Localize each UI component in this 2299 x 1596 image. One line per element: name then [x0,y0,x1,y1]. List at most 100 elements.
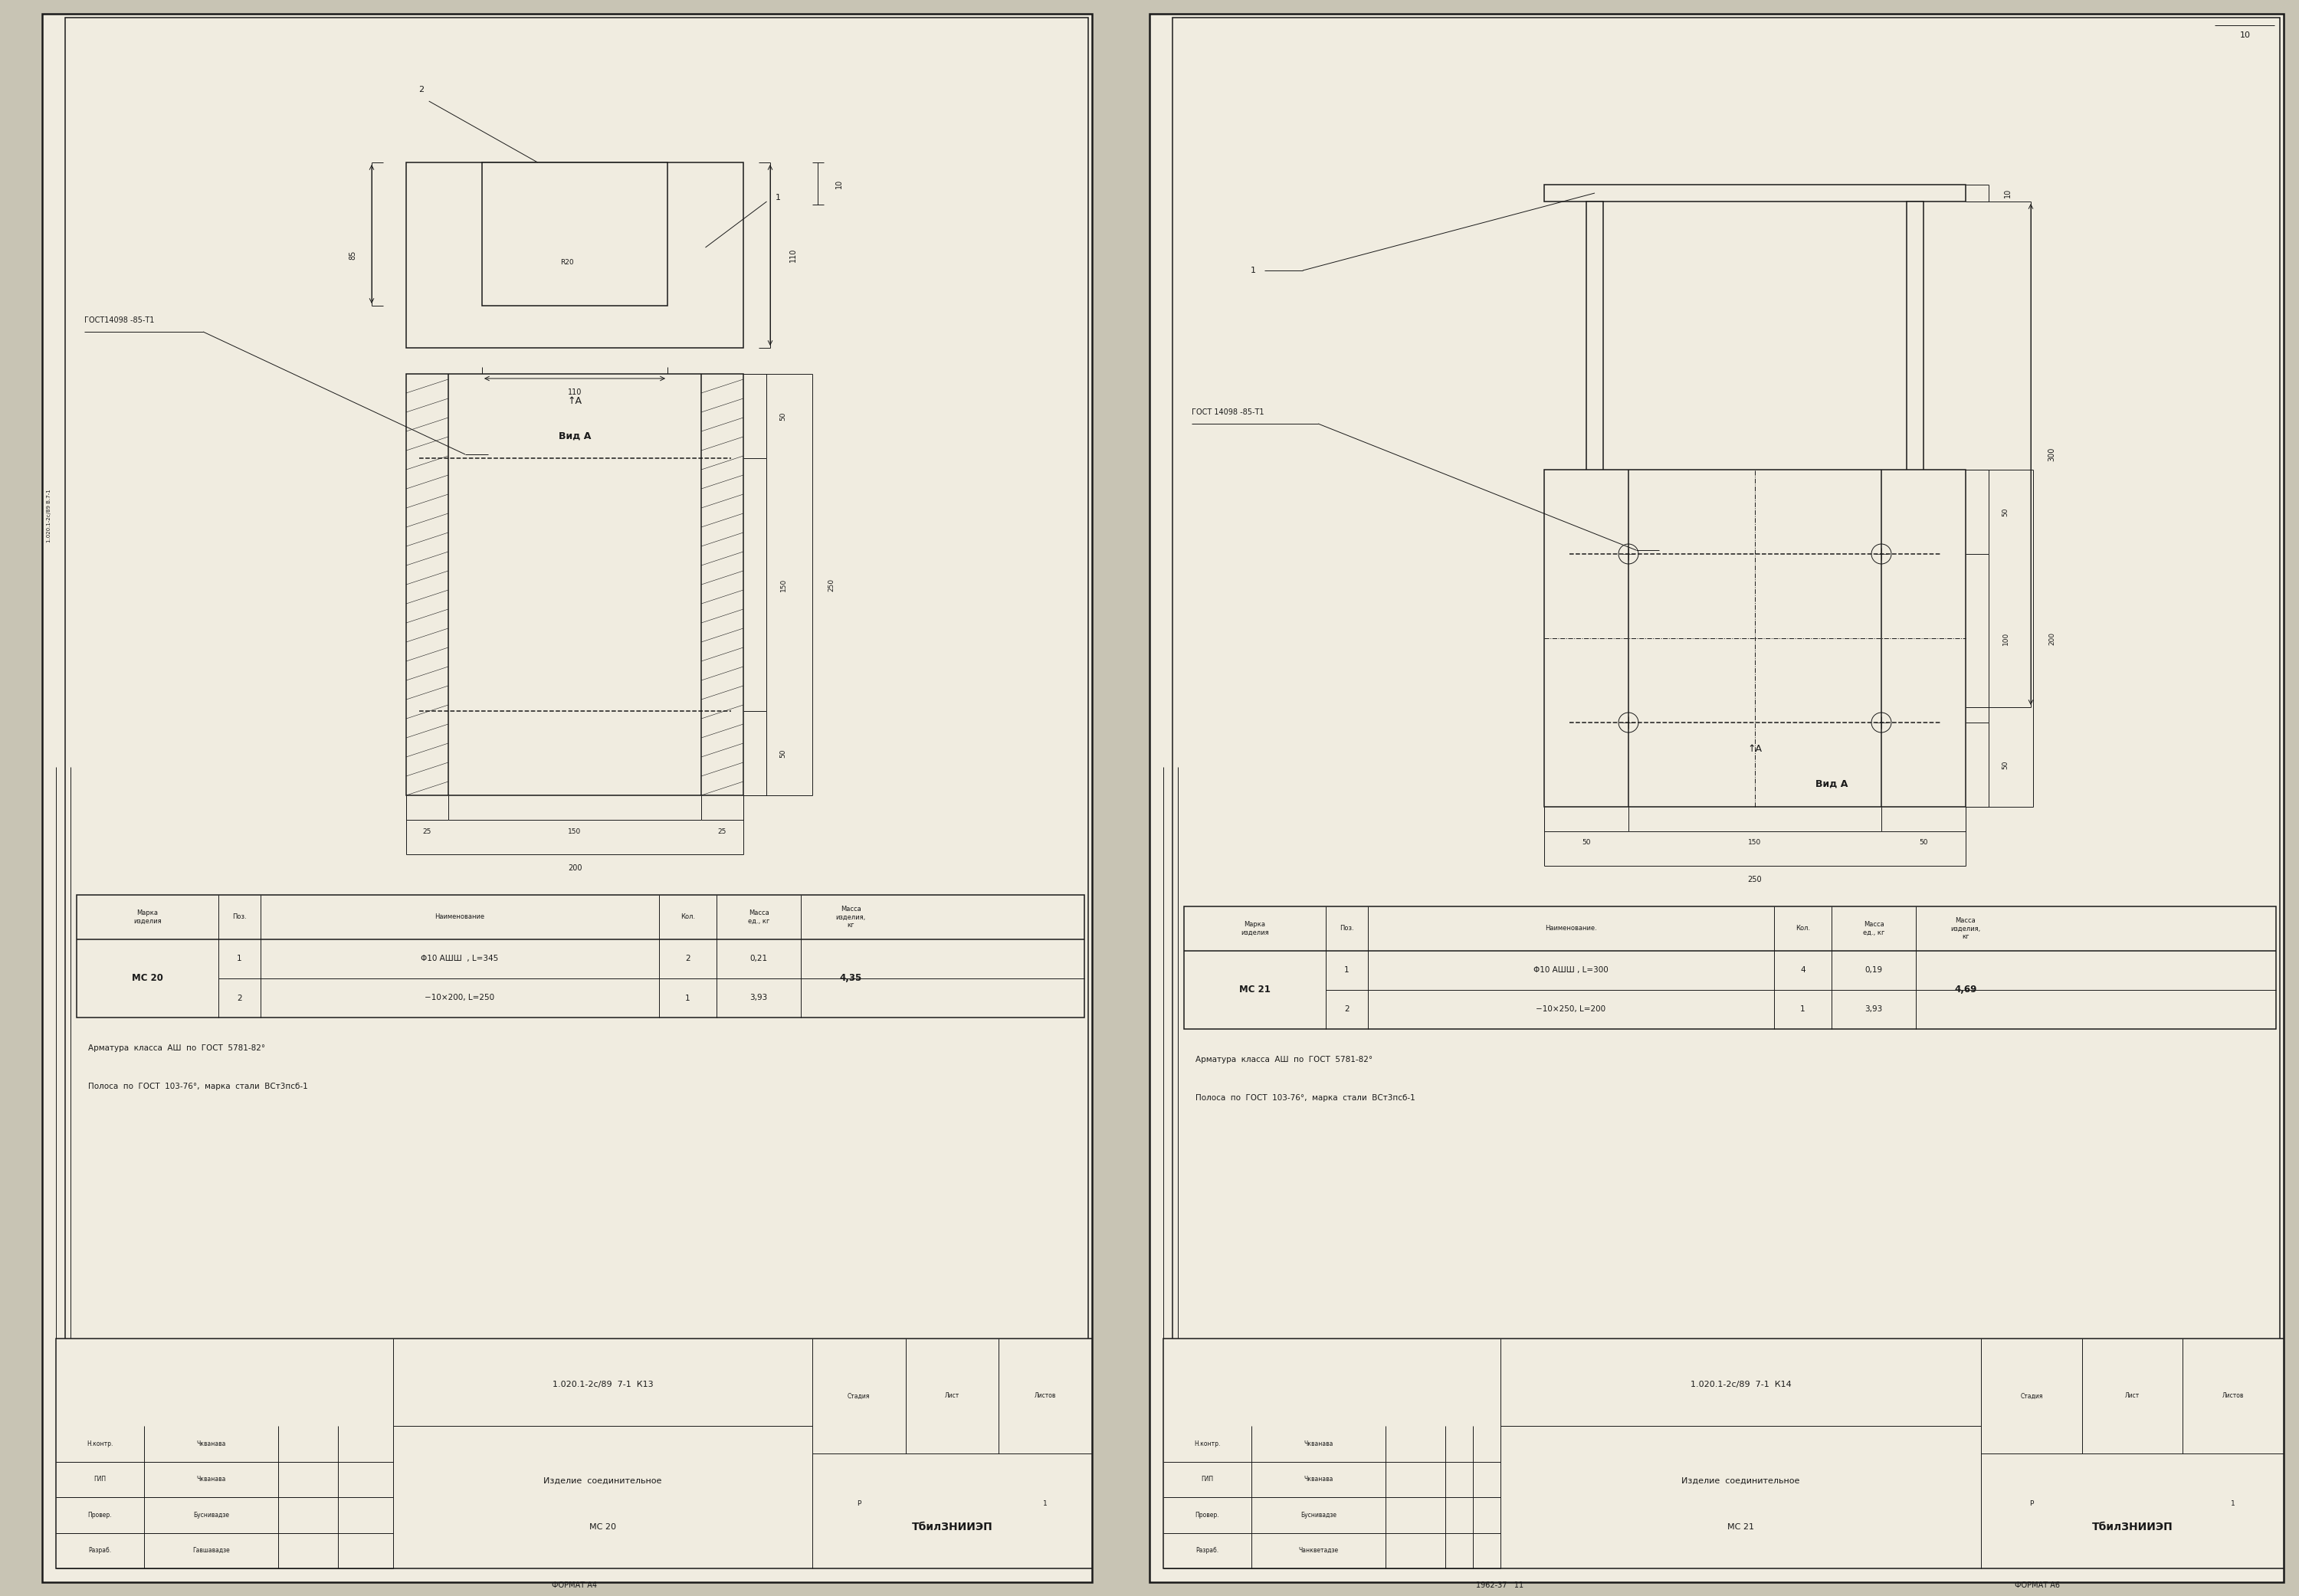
Text: 4,35: 4,35 [839,974,862,983]
Text: Масса
изделия,
кг: Масса изделия, кг [1950,918,1982,940]
Text: 1: 1 [775,193,782,201]
Text: Провер.: Провер. [1195,1511,1218,1518]
Text: Наименование.: Наименование. [1545,926,1598,932]
Text: 0,19: 0,19 [1864,967,1883,974]
Text: Листов: Листов [1035,1393,1055,1400]
Text: Р: Р [858,1500,860,1508]
Text: 3,93: 3,93 [749,994,768,1002]
Text: 1: 1 [685,994,690,1002]
Text: 4,69: 4,69 [1954,985,1977,994]
Text: Разраб.: Разраб. [87,1547,113,1555]
Text: Стадия: Стадия [848,1393,869,1400]
Text: ↑A: ↑A [1747,744,1761,755]
Text: −10×250, L=200: −10×250, L=200 [1536,1005,1607,1013]
Text: МС 21: МС 21 [1239,985,1271,994]
Text: 4: 4 [1800,967,1805,974]
Text: Чанкветадзе: Чанкветадзе [1299,1547,1338,1555]
Text: ГИП: ГИП [1200,1476,1214,1483]
Text: Листов: Листов [2223,1393,2244,1400]
Text: 110: 110 [568,388,582,396]
Text: 2: 2 [685,954,690,962]
Text: ГОСТ 14098 -85-Т1: ГОСТ 14098 -85-Т1 [1191,409,1264,417]
Text: Марка
изделия: Марка изделия [1241,921,1269,937]
Text: Лист: Лист [2124,1393,2140,1400]
Text: Кол.: Кол. [681,913,694,921]
Text: R20: R20 [561,260,575,267]
Text: Марка
изделия: Марка изделия [133,910,161,924]
Bar [1163,1339,2283,1569]
Text: 1: 1 [1251,267,1255,275]
Text: Разраб.: Разраб. [1195,1547,1218,1555]
Text: 50: 50 [779,412,786,420]
Text: Масса
ед., кг: Масса ед., кг [1862,921,1885,937]
Bar [41,14,1092,1582]
Text: Чкванава: Чкванава [1304,1476,1333,1483]
Text: Арматура  класса  АШ  по  ГОСТ  5781-82°: Арматура класса АШ по ГОСТ 5781-82° [1195,1057,1373,1063]
Text: Поз.: Поз. [1340,926,1354,932]
Text: 150: 150 [1747,839,1761,846]
Text: ТбилЗНИИЭП: ТбилЗНИИЭП [913,1521,993,1532]
Text: 50: 50 [2002,760,2009,769]
Bar [76,895,1085,1018]
Text: Полоса  по  ГОСТ  103-76°,  марка  стали  ВСт3псб-1: Полоса по ГОСТ 103-76°, марка стали ВСт3… [87,1082,308,1090]
Text: 1.020.1-2с/89  7-1  К14: 1.020.1-2с/89 7-1 К14 [1690,1381,1791,1389]
Text: ФОРМАТ А4: ФОРМАТ А4 [552,1582,598,1590]
Text: Р: Р [2030,1500,2035,1508]
Text: 1: 1 [1800,1005,1805,1013]
Text: Арматура  класса  АШ  по  ГОСТ  5781-82°: Арматура класса АШ по ГОСТ 5781-82° [87,1044,264,1052]
Text: 10: 10 [2239,32,2251,38]
Text: Вид А: Вид А [1816,779,1848,788]
Text: 25: 25 [717,828,726,835]
Text: ГИП: ГИП [94,1476,106,1483]
Text: 85: 85 [349,251,356,260]
Text: ↑A: ↑A [568,396,582,407]
Text: 250: 250 [828,578,835,591]
Text: Чкванава: Чкванава [1304,1440,1333,1448]
Bar [483,163,667,306]
Text: 1: 1 [2230,1500,2235,1508]
Text: 50: 50 [1920,839,1929,846]
Text: 2: 2 [1345,1005,1350,1013]
Text: Гавшавадзе: Гавшавадзе [193,1547,230,1555]
Text: МС 21: МС 21 [1727,1523,1754,1531]
Bar [55,1339,1092,1569]
Bar [1172,18,2281,1559]
Bar [1184,907,2276,1029]
Bar [407,373,743,795]
Text: 3,93: 3,93 [1864,1005,1883,1013]
Text: Изделие  соединительное: Изделие соединительное [543,1478,662,1484]
Text: 150: 150 [568,828,582,835]
Text: 50: 50 [2002,508,2009,516]
Text: ФОРМАТ А6: ФОРМАТ А6 [2014,1582,2060,1590]
Text: 250: 250 [1747,876,1761,884]
Text: 1.020.1-2с/89 В.7-1: 1.020.1-2с/89 В.7-1 [46,488,51,543]
Text: 1.020.1-2с/89  7-1  К13: 1.020.1-2с/89 7-1 К13 [552,1381,653,1389]
Text: 300: 300 [2048,447,2055,461]
Text: 1: 1 [1044,1500,1048,1508]
Text: Изделие  соединительное: Изделие соединительное [1681,1478,1800,1484]
Text: −10×200, L=250: −10×200, L=250 [425,994,494,1002]
Bar [1545,469,1966,808]
Text: Н.контр.: Н.контр. [87,1440,113,1448]
Text: 25: 25 [423,828,432,835]
Text: Масса
изделия,
кг: Масса изделия, кг [835,905,867,929]
Text: Буснивадзе: Буснивадзе [1301,1511,1336,1518]
Text: 1962-37   11: 1962-37 11 [1476,1582,1524,1590]
Text: 100: 100 [2002,632,2009,645]
Bar [64,18,1087,1559]
Text: ГОСТ14098 -85-Т1: ГОСТ14098 -85-Т1 [85,316,154,324]
Text: ТбилЗНИИЭП: ТбилЗНИИЭП [2092,1521,2173,1532]
Text: 110: 110 [789,247,798,262]
Text: 150: 150 [779,578,786,591]
Text: 200: 200 [2048,632,2055,645]
Text: Вид А: Вид А [559,431,591,440]
Text: МС 20: МС 20 [131,974,163,983]
Text: 2: 2 [237,994,241,1002]
Bar [1545,185,1966,201]
Text: 1: 1 [1345,967,1350,974]
Text: МС 20: МС 20 [589,1523,616,1531]
Bar [1906,201,1924,707]
Text: Кол.: Кол. [1796,926,1809,932]
Text: Поз.: Поз. [232,913,246,921]
Text: Н.контр.: Н.контр. [1193,1440,1221,1448]
